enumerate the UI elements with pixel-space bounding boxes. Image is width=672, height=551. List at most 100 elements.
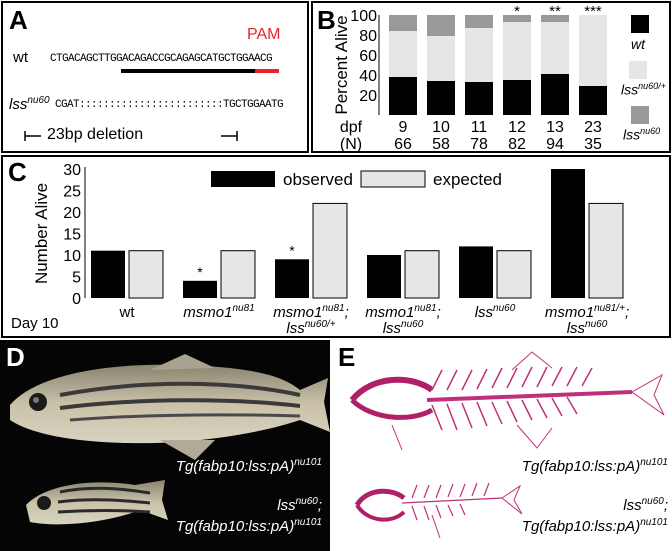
y-tick-label-c: 15 — [63, 227, 81, 244]
x-tick-sep: ; — [345, 304, 349, 321]
bar-b-2 — [541, 15, 569, 22]
y-tick-label-c: 20 — [63, 205, 81, 222]
y-tick-label-b: 100 — [350, 8, 377, 25]
wt-sequence: CTGACAGCTTGGACAGACCGCAGAGCATGCTGGAACG — [50, 53, 273, 65]
x-tick-sup: nu81 — [232, 303, 254, 314]
panel-e-caption-2: lssnu60; Tg(fabp10:lss:pA)nu101 — [522, 495, 668, 538]
pam-label: PAM — [247, 26, 281, 43]
deleted-region-bar — [121, 69, 255, 73]
fish-photos — [10, 354, 330, 525]
skeletal-stain-photos — [349, 351, 665, 539]
legend-hom: lssnu60 — [623, 106, 660, 143]
mutant-skeleton — [354, 482, 523, 539]
bar-expected — [496, 250, 532, 299]
x-tick-sup: nu81/+ — [594, 303, 625, 314]
dpf-label: dpf — [340, 119, 363, 136]
bar-expected — [128, 250, 164, 299]
x-tick-label-b: 9 — [399, 119, 408, 136]
x-tick-sup2: nu60 — [401, 319, 424, 330]
x-tick-label-b: 11 — [471, 119, 488, 136]
bar-observed — [275, 259, 309, 298]
pam-bar — [255, 69, 279, 73]
bar-expected — [588, 202, 624, 299]
legend-wt: wt — [631, 15, 649, 52]
y-tick-label-c: 30 — [63, 162, 81, 179]
legend-expected-swatch — [360, 170, 426, 188]
panel-d-caption-2a-sep: ; — [317, 497, 322, 514]
bar-b-1 — [389, 31, 417, 77]
x-tick-label-c2: lssnu60 — [567, 319, 608, 336]
legend-observed-label: observed — [283, 170, 353, 189]
bar-b-2 — [427, 15, 455, 36]
bar-b-0 — [389, 77, 417, 115]
panel-a-letter: A — [9, 5, 28, 35]
significance-b: * — [514, 3, 520, 20]
bar-b-0 — [503, 80, 531, 115]
panel-b: B 20 40 60 80 100 Percent Alive 9 66 10 58 11 78 * 12… — [311, 1, 671, 153]
bar-b-1 — [579, 15, 607, 86]
panel-a: A PAM wt CTGACAGCTTGGACAGACCGCAGAGCATGCT… — [1, 1, 309, 153]
bar-observed — [183, 280, 217, 298]
n-label-b: 66 — [394, 136, 412, 151]
x-tick-sep: ; — [625, 304, 629, 321]
y-tick-label-c: 0 — [72, 291, 81, 308]
genotype-chart: 0 5 10 15 20 25 30 Number Alive observed expected… — [32, 162, 629, 336]
mutant-label-text: lss — [9, 96, 28, 113]
x-tick-label-b: 10 — [432, 119, 450, 136]
deletion-label: 23bp deletion — [47, 126, 144, 143]
legend-expected-label: expected — [433, 170, 502, 189]
bar-b-0 — [427, 81, 455, 115]
bar-b-1 — [541, 22, 569, 74]
deletion-bracket — [24, 131, 238, 141]
x-tick-sup2: nu60 — [585, 319, 608, 330]
legend-hom-label: lssnu60 — [623, 126, 660, 143]
panel-e: E Tg(fabp10:lss:pA)nu101 lssnu60; Tg(fab… — [332, 340, 672, 551]
day-label: Day 10 — [11, 315, 59, 332]
bar-b-0 — [579, 86, 607, 115]
legend-het-label: lssnu60/+ — [621, 81, 666, 98]
y-tick-label-b: 20 — [359, 88, 377, 105]
legend-het-sup: nu60/+ — [638, 81, 666, 91]
x-tick-label-c: wt — [119, 304, 136, 321]
panel-e-caption-1-text: Tg(fabp10:lss:pA) — [521, 458, 641, 475]
significance-c: * — [197, 264, 203, 280]
panel-e-letter: E — [338, 342, 356, 372]
y-tick-label-c: 10 — [63, 248, 81, 265]
bar-b-2 — [389, 15, 417, 31]
bar-observed — [551, 169, 585, 298]
bar-b-0 — [465, 82, 493, 115]
bar-b-1 — [465, 28, 493, 82]
bar-b-2 — [465, 15, 493, 28]
x-tick-sep: ; — [437, 304, 441, 321]
adult-skeleton — [349, 351, 665, 451]
n-label-b: 78 — [470, 136, 488, 151]
x-tick-label-c: lssnu60 — [475, 303, 516, 321]
bar-expected — [220, 250, 256, 299]
y-tick-label-b: 60 — [359, 48, 377, 65]
significance-b: *** — [584, 3, 602, 20]
panel-d-caption-2a-text: lss — [277, 497, 296, 514]
bar-b-1 — [503, 22, 531, 80]
panel-e-caption-2b-sup: nu101 — [640, 517, 668, 529]
x-tick-label-b: 23 — [584, 119, 602, 136]
legend-wt-label: wt — [631, 36, 645, 52]
legend-observed-swatch — [211, 171, 275, 187]
x-tick-label-b: 12 — [508, 119, 526, 136]
legend-het: lssnu60/+ — [621, 61, 666, 98]
mutant-label-sup: nu60 — [27, 95, 50, 106]
wt-label: wt — [13, 49, 28, 66]
significance-c: * — [289, 242, 295, 258]
x-tick-label-c2: lssnu60 — [383, 319, 424, 336]
legend-hom-swatch — [631, 106, 649, 124]
panel-d-letter: D — [6, 342, 25, 372]
n-label-b: 58 — [432, 136, 450, 151]
bar-observed — [91, 250, 125, 298]
x-tick-label-b: 13 — [546, 119, 564, 136]
mutant-sequence: CGAT::::::::::::::::::::::::TGCTGGAATG — [55, 99, 284, 111]
y-tick-label-b: 80 — [359, 28, 377, 45]
panel-b-letter: B — [317, 5, 336, 35]
panel-e-caption-1: Tg(fabp10:lss:pA)nu101 — [522, 457, 668, 475]
n-label-b: 35 — [584, 136, 602, 151]
bar-observed — [459, 246, 493, 298]
